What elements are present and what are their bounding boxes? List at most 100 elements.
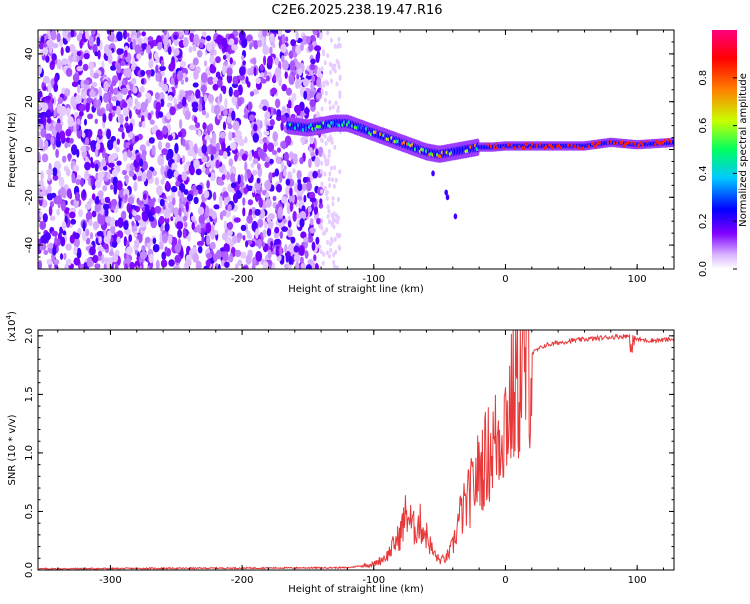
noise-blob <box>165 142 171 149</box>
noise-blob <box>234 263 239 269</box>
noise-blob <box>328 61 332 67</box>
noise-blob <box>205 222 212 234</box>
noise-blob <box>338 76 342 81</box>
noise-blob <box>99 215 105 226</box>
noise-blob <box>141 120 146 129</box>
noise-blob <box>47 173 51 182</box>
noise-blob <box>245 240 249 248</box>
noise-blob <box>330 37 333 43</box>
noise-blob <box>133 230 138 239</box>
noise-blob <box>326 30 330 36</box>
noise-blob <box>269 119 275 127</box>
noise-blob <box>331 219 335 225</box>
noise-blob <box>54 236 58 246</box>
noise-blob <box>249 114 255 122</box>
noise-blob <box>301 205 306 213</box>
noise-blob <box>251 169 258 176</box>
noise-blob <box>211 132 217 143</box>
noise-blob <box>96 230 104 237</box>
noise-blob <box>227 123 233 130</box>
colorbar-label: Normalized spectral amplitude <box>738 73 749 227</box>
noise-blob <box>211 211 217 220</box>
noise-blob <box>132 86 138 94</box>
noise-blob <box>80 177 85 187</box>
noise-blob <box>212 76 219 85</box>
noise-blob <box>97 190 104 199</box>
noise-blob <box>305 74 313 80</box>
noise-blob <box>152 170 158 176</box>
noise-blob <box>257 238 262 249</box>
noise-blob <box>328 253 331 259</box>
noise-blob <box>263 142 268 153</box>
noise-blob <box>211 223 215 233</box>
noise-blob <box>65 128 72 137</box>
noise-blob <box>256 163 261 170</box>
noise-blob <box>152 237 157 245</box>
noise-blob <box>266 228 272 237</box>
noise-blob <box>70 95 76 107</box>
noise-blob <box>94 147 99 158</box>
noise-blob <box>206 180 210 189</box>
noise-blob <box>293 253 300 263</box>
noise-blob <box>94 263 101 269</box>
noise-blob <box>86 97 93 104</box>
noise-blob <box>170 216 174 222</box>
side-blob <box>444 189 448 196</box>
y-tick-label: 1.0 <box>24 445 35 461</box>
noise-blob <box>226 116 232 124</box>
noise-blob <box>50 136 55 146</box>
noise-blob <box>309 147 313 153</box>
noise-blob <box>201 155 208 163</box>
noise-blob <box>326 239 330 245</box>
noise-blob <box>191 221 195 231</box>
noise-blob <box>41 153 49 163</box>
noise-blob <box>338 90 342 96</box>
noise-blob <box>157 42 163 51</box>
noise-blob <box>40 170 44 181</box>
noise-blob <box>245 76 249 85</box>
noise-blob <box>157 155 164 166</box>
noise-blob <box>329 70 333 75</box>
noise-blob <box>122 106 129 118</box>
noise-blob <box>112 105 117 111</box>
noise-blob <box>222 121 227 131</box>
noise-blob <box>316 218 321 225</box>
noise-blob <box>158 140 162 151</box>
noise-blob <box>318 202 324 209</box>
noise-blob <box>274 226 280 234</box>
noise-blob <box>310 58 316 65</box>
noise-blob <box>52 246 57 256</box>
noise-blob <box>118 197 122 209</box>
noise-blob <box>148 137 155 144</box>
noise-blob <box>233 217 241 223</box>
noise-blob <box>64 142 68 149</box>
noise-blob <box>218 197 223 209</box>
noise-blob <box>82 63 89 71</box>
noise-blob <box>106 171 111 180</box>
noise-blob <box>193 34 200 45</box>
noise-blob <box>330 78 333 84</box>
noise-blob <box>90 160 94 168</box>
noise-blob <box>78 209 83 218</box>
noise-blob <box>98 86 102 98</box>
noise-blob <box>247 101 252 112</box>
x-tick-label: -300 <box>99 274 122 285</box>
noise-blob <box>300 231 307 239</box>
y-tick-label: 1.5 <box>24 386 35 402</box>
noise-blob <box>327 208 331 214</box>
noise-blob <box>270 240 274 248</box>
noise-blob <box>176 221 184 230</box>
noise-blob <box>272 42 276 49</box>
noise-blob <box>136 53 142 60</box>
noise-blob <box>264 161 270 168</box>
noise-blob <box>326 204 330 210</box>
noise-blob <box>146 44 151 54</box>
noise-blob <box>144 236 151 244</box>
y-tick-label: -40 <box>24 237 35 253</box>
noise-blob <box>303 237 309 243</box>
noise-blob <box>116 236 121 244</box>
noise-blob <box>56 59 62 70</box>
noise-blob <box>205 205 210 216</box>
noise-blob <box>159 198 165 207</box>
spectrogram-heatmap <box>38 30 674 269</box>
